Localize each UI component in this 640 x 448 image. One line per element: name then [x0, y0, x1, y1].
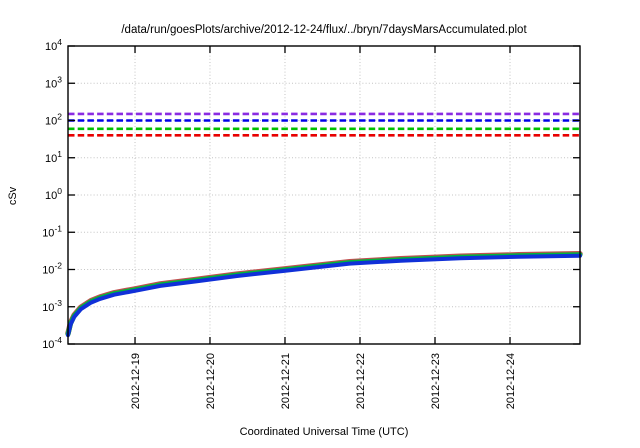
x-tick-label: 2012-12-22 — [355, 353, 367, 409]
x-tick-label: 2012-12-23 — [430, 353, 442, 409]
y-axis-label: cSv — [7, 186, 19, 206]
y-tick-label: 101 — [45, 149, 62, 165]
y-tick-label: 10-3 — [42, 298, 62, 314]
y-tick-label: 10-4 — [42, 335, 62, 351]
y-tick-label: 103 — [45, 74, 62, 90]
x-tick-label: 2012-12-24 — [505, 353, 517, 409]
y-tick-label: 10-2 — [42, 261, 62, 277]
x-tick-label: 2012-12-21 — [280, 353, 292, 409]
y-tick-label: 104 — [45, 37, 62, 53]
x-axis-label: Coordinated Universal Time (UTC) — [239, 426, 409, 438]
y-tick-label: 10-1 — [42, 223, 62, 239]
y-tick-label: 100 — [45, 186, 62, 202]
x-tick-label: 2012-12-20 — [205, 353, 217, 409]
plot-title: /data/run/goesPlots/archive/2012-12-24/f… — [121, 24, 527, 36]
accumulated-dose-blue — [66, 253, 582, 338]
y-tick-label: 102 — [45, 112, 62, 128]
x-tick-label: 2012-12-19 — [130, 353, 142, 409]
